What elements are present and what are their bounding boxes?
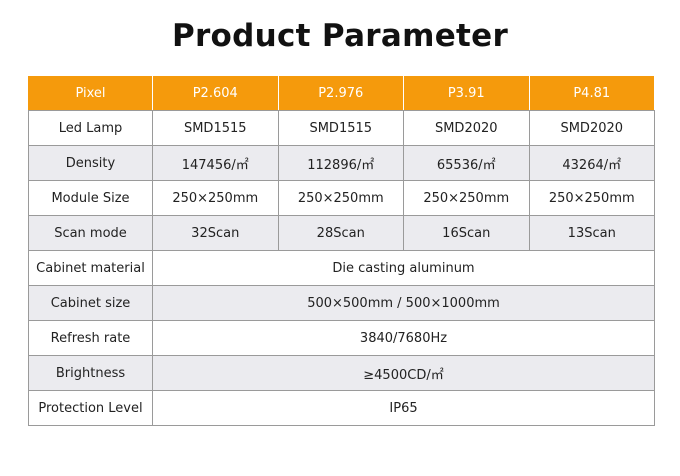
table-cell: 250×250mm	[152, 180, 279, 216]
header-cell: P3.91	[403, 76, 530, 111]
row-label: Scan mode	[28, 215, 153, 251]
row-label: Refresh rate	[28, 320, 153, 356]
table-cell: 28Scan	[277, 215, 404, 251]
table-cell: 16Scan	[403, 215, 530, 251]
table-cell: 3840/7680Hz	[152, 320, 655, 356]
table-cell: 13Scan	[528, 215, 655, 251]
row-label: Module Size	[28, 180, 153, 216]
table-header-row: Pixel P2.604 P2.976 P3.91 P4.81	[28, 76, 655, 111]
header-cell: P4.81	[528, 76, 655, 111]
header-cell: Pixel	[28, 76, 153, 111]
table-cell: 500×500mm / 500×1000mm	[152, 285, 655, 321]
table-cell: 250×250mm	[403, 180, 530, 216]
row-label: Cabinet material	[28, 250, 153, 286]
table-row: Refresh rate 3840/7680Hz	[28, 320, 655, 356]
table-row: Module Size 250×250mm 250×250mm 250×250m…	[28, 180, 655, 216]
row-label: Led Lamp	[28, 110, 153, 146]
row-label: Cabinet size	[28, 285, 153, 321]
row-label: Protection Level	[28, 390, 153, 426]
table-cell: ≥4500CD/㎡	[152, 355, 655, 391]
row-label: Brightness	[28, 355, 153, 391]
table-row: Protection Level IP65	[28, 390, 655, 426]
table-cell: 112896/㎡	[277, 145, 404, 181]
header-cell: P2.604	[152, 76, 279, 111]
table-row: Cabinet material Die casting aluminum	[28, 250, 655, 286]
table-row: Cabinet size 500×500mm / 500×1000mm	[28, 285, 655, 321]
table-cell: SMD1515	[152, 110, 279, 146]
parameter-table: Pixel P2.604 P2.976 P3.91 P4.81 Led Lamp…	[28, 76, 655, 426]
table-row: Density 147456/㎡ 112896/㎡ 65536/㎡ 43264/…	[28, 145, 655, 181]
table-row: Scan mode 32Scan 28Scan 16Scan 13Scan	[28, 215, 655, 251]
table-cell: IP65	[152, 390, 655, 426]
table-cell: 65536/㎡	[403, 145, 530, 181]
header-cell: P2.976	[277, 76, 404, 111]
table-cell: 250×250mm	[277, 180, 404, 216]
table-cell: SMD2020	[528, 110, 655, 146]
table-cell: SMD2020	[403, 110, 530, 146]
table-cell: 250×250mm	[528, 180, 655, 216]
table-cell: 43264/㎡	[528, 145, 655, 181]
table-cell: Die casting aluminum	[152, 250, 655, 286]
table-cell: 32Scan	[152, 215, 279, 251]
table-row: Brightness ≥4500CD/㎡	[28, 355, 655, 391]
row-label: Density	[28, 145, 153, 181]
table-row: Led Lamp SMD1515 SMD1515 SMD2020 SMD2020	[28, 110, 655, 146]
table-cell: 147456/㎡	[152, 145, 279, 181]
page-title: Product Parameter	[171, 18, 509, 54]
table-cell: SMD1515	[277, 110, 404, 146]
